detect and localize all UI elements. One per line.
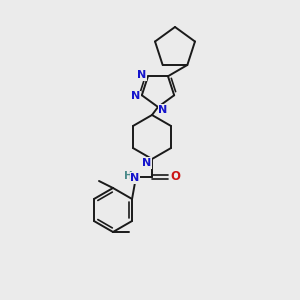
Text: N: N <box>130 173 140 183</box>
Text: N: N <box>142 158 152 168</box>
Text: N: N <box>131 91 140 101</box>
Text: O: O <box>170 170 180 184</box>
Text: N: N <box>137 70 147 80</box>
Text: N: N <box>158 105 168 115</box>
Text: H: H <box>124 171 132 181</box>
